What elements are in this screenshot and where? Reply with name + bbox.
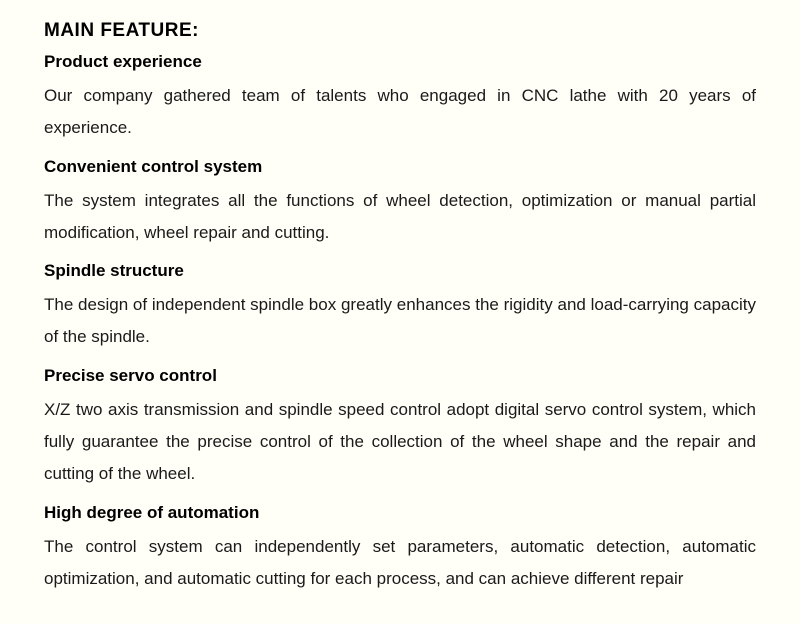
- feature-text: X/Z two axis transmission and spindle sp…: [44, 394, 756, 491]
- feature-heading: Convenient control system: [44, 157, 756, 177]
- section-title: MAIN FEATURE:: [44, 20, 756, 42]
- feature-block: High degree of automation The control sy…: [44, 503, 756, 596]
- feature-heading: Product experience: [44, 52, 756, 72]
- feature-heading: High degree of automation: [44, 503, 756, 523]
- feature-text: The system integrates all the functions …: [44, 185, 756, 250]
- feature-block: Convenient control system The system int…: [44, 157, 756, 250]
- feature-text: The control system can independently set…: [44, 531, 756, 596]
- feature-heading: Spindle structure: [44, 261, 756, 281]
- feature-heading: Precise servo control: [44, 366, 756, 386]
- feature-block: Spindle structure The design of independ…: [44, 261, 756, 354]
- feature-block: Precise servo control X/Z two axis trans…: [44, 366, 756, 491]
- feature-text: The design of independent spindle box gr…: [44, 289, 756, 354]
- feature-text: Our company gathered team of talents who…: [44, 80, 756, 145]
- feature-block: Product experience Our company gathered …: [44, 52, 756, 145]
